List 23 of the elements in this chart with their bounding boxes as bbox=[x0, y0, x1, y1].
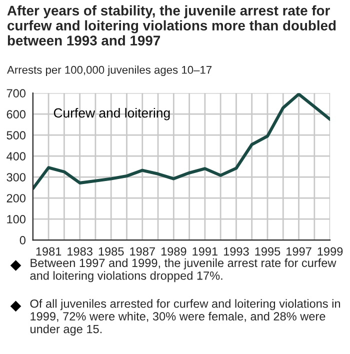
y-tick-label: 600 bbox=[6, 110, 26, 118]
y-tick-label: 700 bbox=[6, 89, 26, 98]
y-axis-title: Arrests per 100,000 juveniles ages 10–17 bbox=[7, 66, 212, 76]
x-tick-label: 1983 bbox=[68, 247, 92, 256]
x-tick-label: 1993 bbox=[224, 247, 249, 256]
y-tick-label: 300 bbox=[6, 173, 26, 182]
y-tick-label: 100 bbox=[7, 215, 26, 224]
text: Curfew and loitering bbox=[54, 108, 170, 120]
text: Of all juveniles arrested for curfew and loitering violations in 1999, 72% were white, 30% were female, and 28% were under age 15. bbox=[30, 299, 340, 336]
x-tick-label: 1989 bbox=[161, 247, 186, 256]
x-tick-label: 1995 bbox=[255, 247, 280, 256]
x-tick-label: 1997 bbox=[286, 247, 312, 256]
text: Between 1997 and 1999, the juvenile arrest rate for curfew and loitering violations dropped 17%. bbox=[30, 258, 336, 282]
x-tick-label: 1991 bbox=[192, 247, 218, 256]
y-tick-label: 400 bbox=[6, 152, 26, 160]
y-tick-label: 0 bbox=[20, 236, 26, 244]
x-tick-label: 1987 bbox=[130, 247, 155, 256]
chart-title: After years of stability, the juvenile arrest rate for curfew and loitering violations more than doubled between 1993 and 1997 bbox=[7, 5, 336, 46]
x-tick-label: 1999 bbox=[318, 247, 343, 256]
x-tick-label: 1981 bbox=[36, 247, 62, 256]
y-tick-label: 500 bbox=[6, 131, 26, 140]
y-tick-label: 200 bbox=[6, 194, 26, 202]
x-tick-label: 1985 bbox=[98, 247, 124, 256]
